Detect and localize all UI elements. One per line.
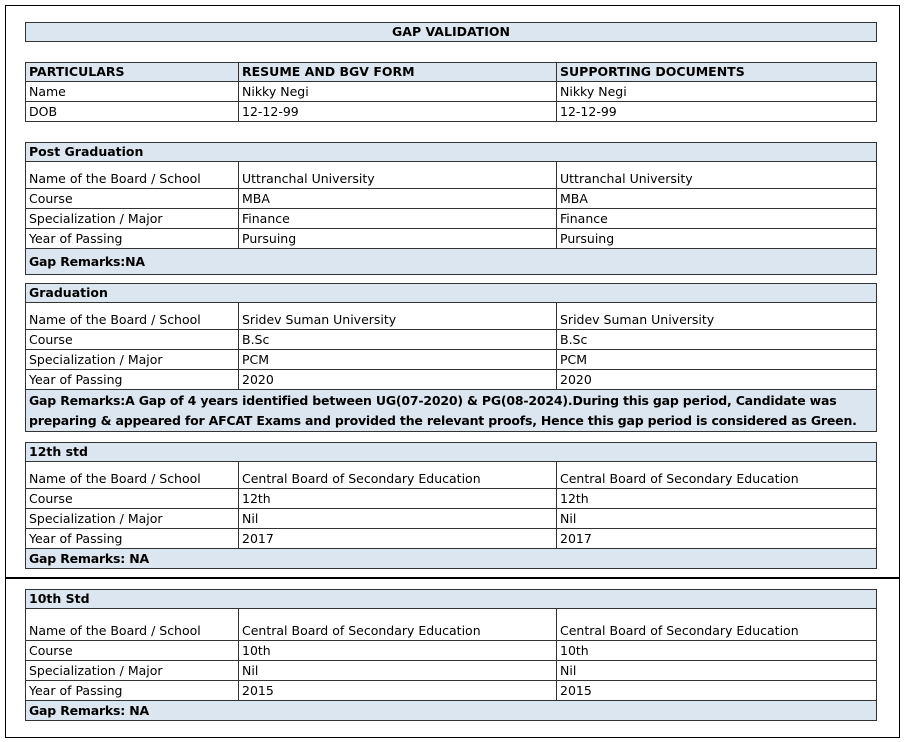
row-cell: B.Sc — [238, 329, 557, 350]
title: GAP VALIDATION — [25, 22, 877, 42]
row-cell: Year of Passing — [25, 228, 239, 249]
row-cell: Year of Passing — [25, 528, 239, 549]
row-cell: 2020 — [238, 369, 557, 390]
section-heading: 10th Std — [25, 589, 877, 609]
row-cell: Year of Passing — [25, 369, 239, 390]
row-cell: 2020 — [556, 369, 877, 390]
row-cell: Course — [25, 329, 239, 350]
personal-cell: 12-12-99 — [238, 101, 557, 122]
personal-cell: 12-12-99 — [556, 101, 877, 122]
divider — [5, 577, 900, 579]
personal-cell: Nikky Negi — [556, 81, 877, 102]
gap-remarks: Gap Remarks: NA — [25, 700, 877, 721]
row-cell: Nil — [556, 508, 877, 529]
row-cell: Name of the Board / School — [25, 461, 239, 489]
row-cell: PCM — [238, 349, 557, 370]
section-heading: Post Graduation — [25, 142, 877, 162]
row-cell: Course — [25, 188, 239, 209]
row-cell: 2015 — [238, 680, 557, 701]
row-cell: 2015 — [556, 680, 877, 701]
row-cell: Pursuing — [238, 228, 557, 249]
row-cell: 2017 — [556, 528, 877, 549]
row-cell: Name of the Board / School — [25, 161, 239, 189]
row-cell: MBA — [556, 188, 877, 209]
row-cell: Name of the Board / School — [25, 608, 239, 641]
row-cell: Pursuing — [556, 228, 877, 249]
row-cell: Sridev Suman University — [238, 302, 557, 330]
row-cell: 12th — [238, 488, 557, 509]
row-cell: 10th — [556, 640, 877, 661]
row-cell: Nil — [238, 660, 557, 681]
row-cell: Sridev Suman University — [556, 302, 877, 330]
row-cell: 10th — [238, 640, 557, 661]
gap-remarks: Gap Remarks:NA — [25, 248, 877, 275]
personal-cell: Nikky Negi — [238, 81, 557, 102]
column-header: SUPPORTING DOCUMENTS — [556, 62, 877, 82]
gap-remarks: Gap Remarks: NA — [25, 548, 877, 569]
outer-frame — [5, 5, 900, 738]
row-cell: Finance — [238, 208, 557, 229]
column-header: PARTICULARS — [25, 62, 239, 82]
row-cell: Specialization / Major — [25, 208, 239, 229]
personal-cell: DOB — [25, 101, 239, 122]
row-cell: Central Board of Secondary Education — [556, 461, 877, 489]
row-cell: Nil — [238, 508, 557, 529]
row-cell: Specialization / Major — [25, 508, 239, 529]
row-cell: Uttranchal University — [556, 161, 877, 189]
row-cell: Finance — [556, 208, 877, 229]
row-cell: Central Board of Secondary Education — [238, 608, 557, 641]
section-heading: Graduation — [25, 283, 877, 303]
row-cell: Central Board of Secondary Education — [556, 608, 877, 641]
column-header: RESUME AND BGV FORM — [238, 62, 557, 82]
row-cell: PCM — [556, 349, 877, 370]
row-cell: Course — [25, 488, 239, 509]
row-cell: Uttranchal University — [238, 161, 557, 189]
row-cell: Course — [25, 640, 239, 661]
gap-remarks: Gap Remarks:A Gap of 4 years identified … — [25, 389, 877, 432]
row-cell: MBA — [238, 188, 557, 209]
row-cell: B.Sc — [556, 329, 877, 350]
row-cell: Specialization / Major — [25, 349, 239, 370]
row-cell: Year of Passing — [25, 680, 239, 701]
row-cell: 2017 — [238, 528, 557, 549]
personal-cell: Name — [25, 81, 239, 102]
row-cell: Specialization / Major — [25, 660, 239, 681]
row-cell: Name of the Board / School — [25, 302, 239, 330]
row-cell: 12th — [556, 488, 877, 509]
row-cell: Central Board of Secondary Education — [238, 461, 557, 489]
row-cell: Nil — [556, 660, 877, 681]
section-heading: 12th std — [25, 442, 877, 462]
